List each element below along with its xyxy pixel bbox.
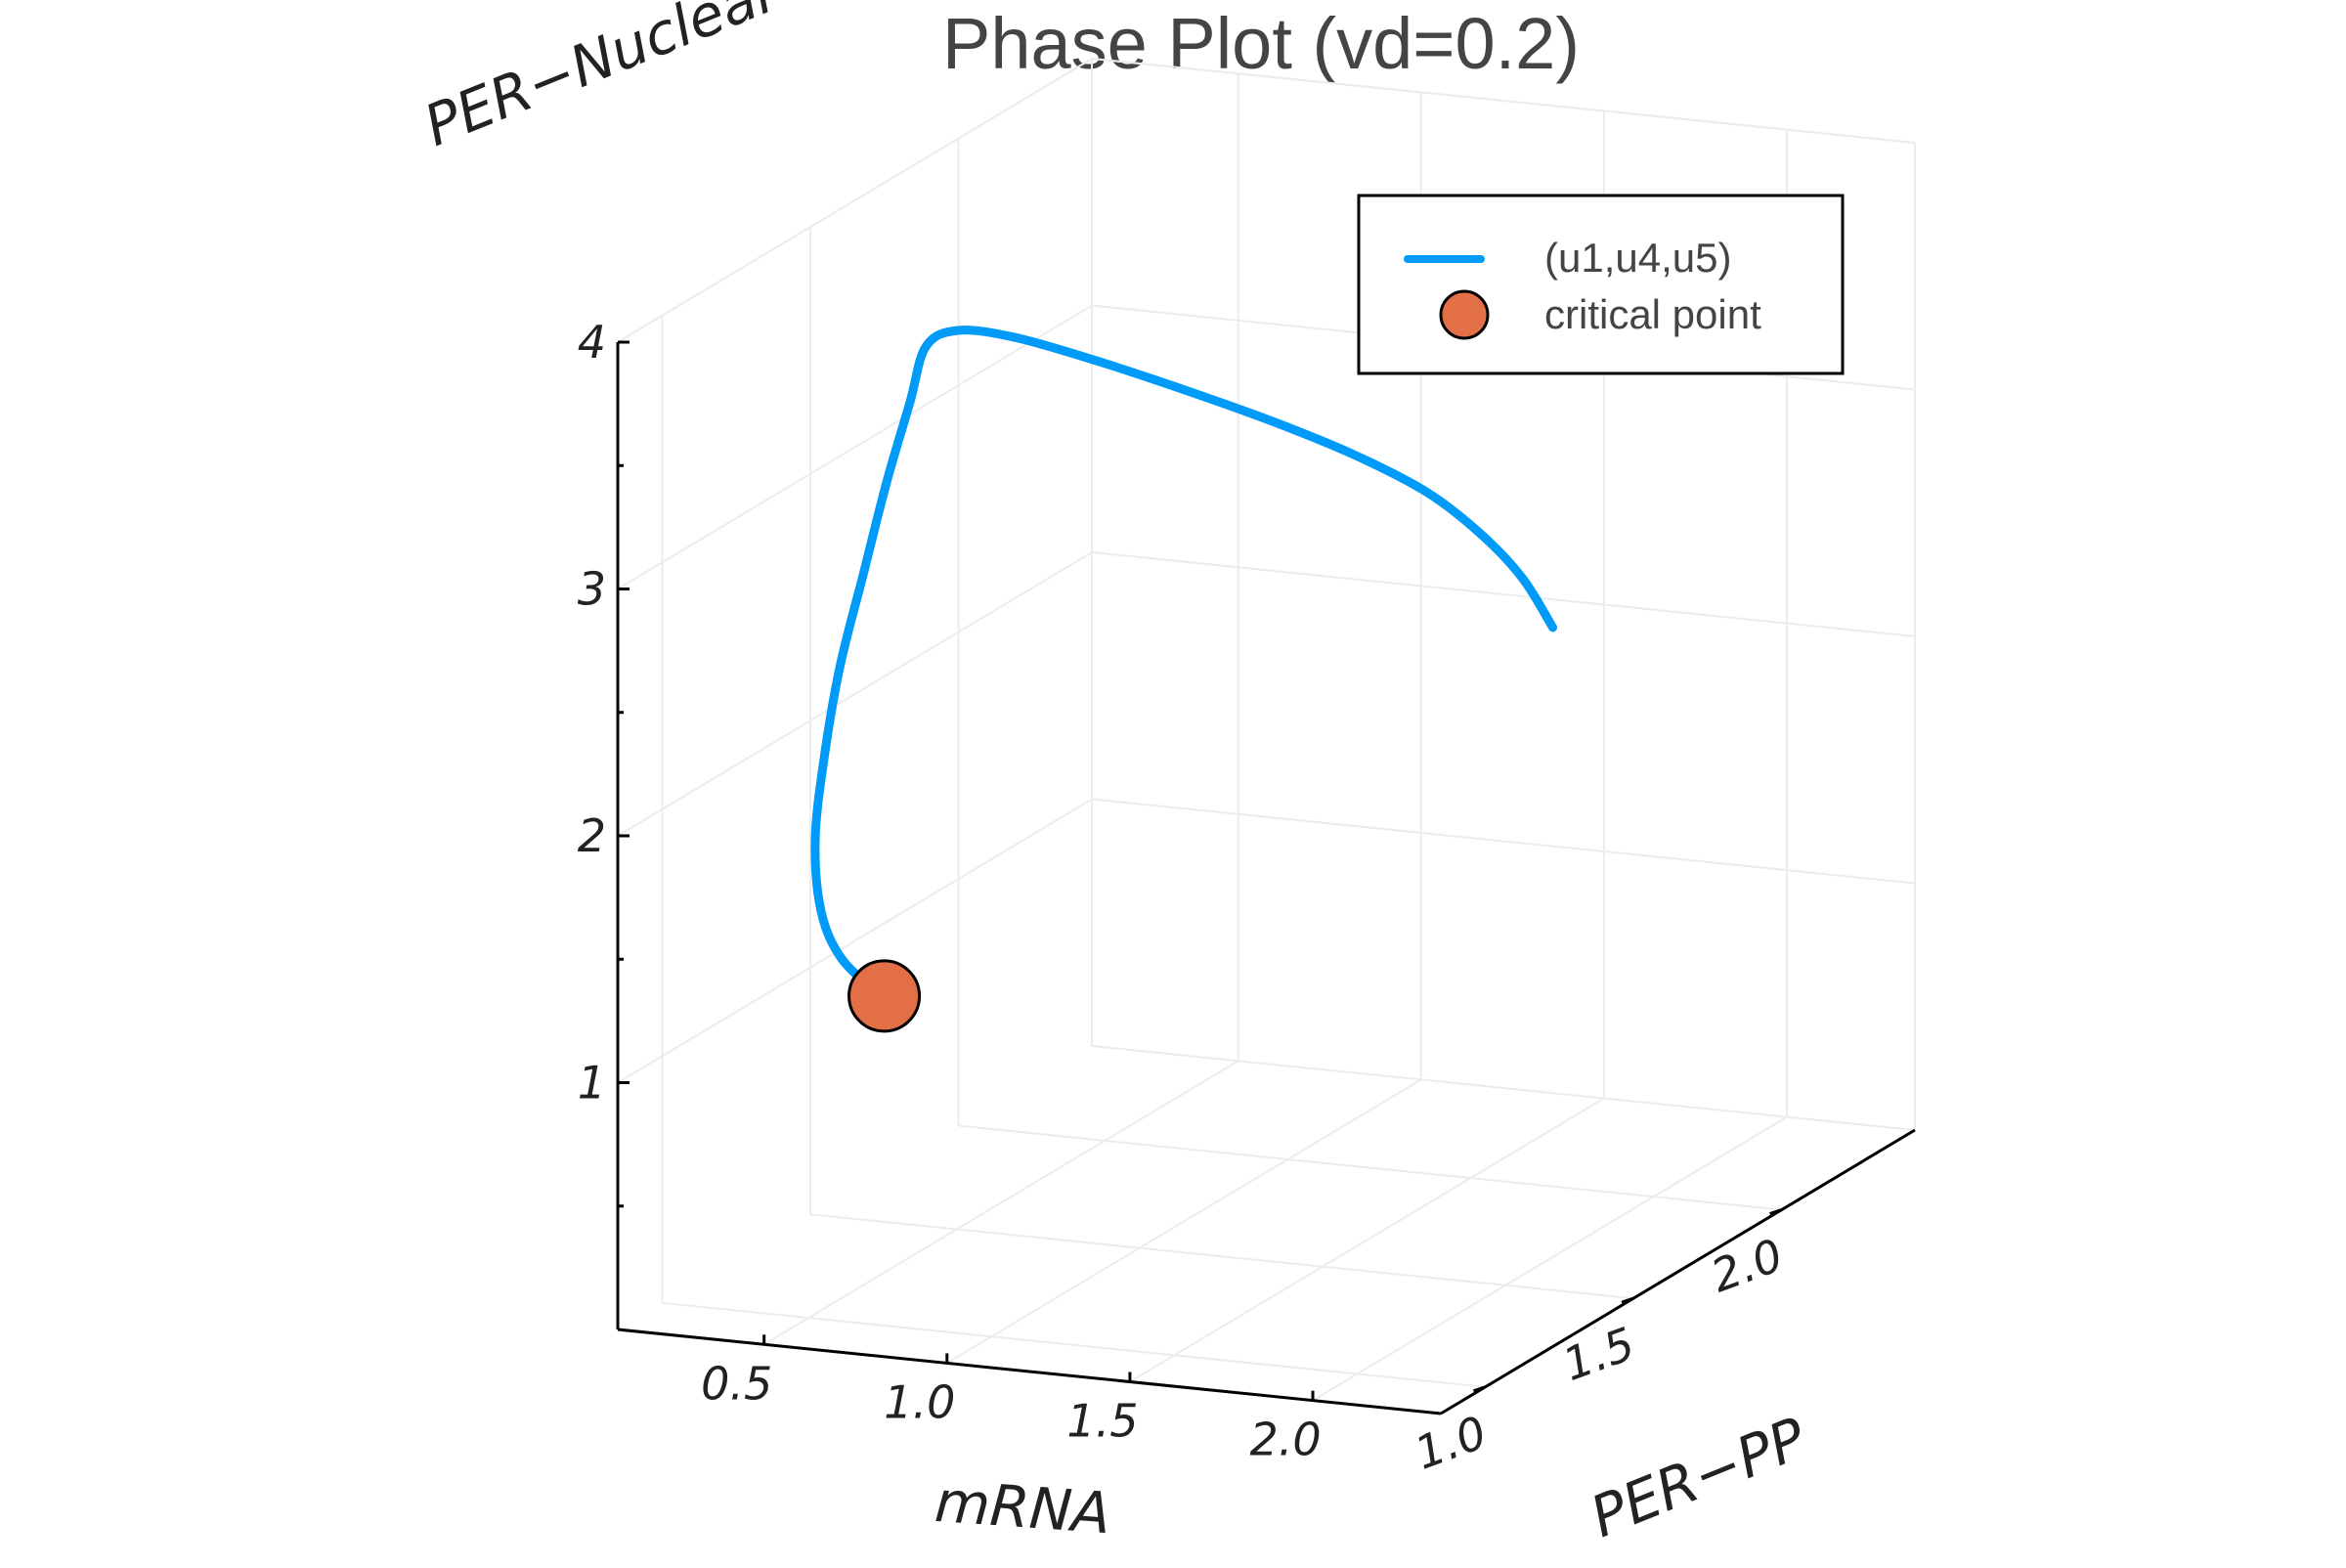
grid-line-z xyxy=(1091,551,1916,637)
y-tick-label: 1.0 xyxy=(1408,1406,1493,1480)
legend-box xyxy=(1357,194,1845,375)
grid-line-x xyxy=(1129,1097,1605,1383)
y-tick-label: 2.0 xyxy=(1705,1229,1790,1303)
critical-point-marker xyxy=(847,959,922,1033)
grid-edge xyxy=(1091,1045,1916,1131)
grid-line-z xyxy=(1091,58,1916,144)
z-tick-label: 3 xyxy=(578,563,606,616)
x-tick-label: 2.0 xyxy=(1249,1414,1321,1466)
grid-line-y xyxy=(958,1124,1782,1211)
grid-line-x xyxy=(763,1060,1239,1346)
axes-layer: 0.5 1.0 1.5 2.0 1.0 1.5 2.0 1 2 3 4 xyxy=(578,316,1916,1480)
grid-line-z xyxy=(617,551,1093,837)
grid-line-z xyxy=(617,304,1093,590)
grid-layer xyxy=(617,58,1916,1402)
y-tick-label: 1.5 xyxy=(1556,1317,1641,1391)
grid-line-z xyxy=(617,58,1093,343)
grid-line-x xyxy=(946,1078,1422,1365)
grid-line-z xyxy=(1091,798,1916,885)
z-tick-label: 2 xyxy=(578,809,606,862)
legend: (u1,u4,u5) critical point xyxy=(1357,194,1845,375)
z-tick-label: 1 xyxy=(578,1057,606,1110)
trajectory-line xyxy=(810,326,1558,1000)
y-axis-line xyxy=(1440,1128,1916,1416)
x-tick-label: 1.0 xyxy=(884,1375,955,1428)
x-tick-label: 0.5 xyxy=(701,1357,772,1410)
y-axis-label: PER−PP xyxy=(1582,1405,1815,1550)
grid-line-z xyxy=(617,798,1093,1084)
y-tick xyxy=(1472,1385,1486,1393)
z-tick-label: 4 xyxy=(578,316,606,369)
x-tick-label: 1.5 xyxy=(1066,1395,1138,1448)
grid-line-y xyxy=(809,1213,1634,1300)
chart-title: Phase Plot (vd=0.2) xyxy=(942,3,1580,84)
z-axis-label: PER−Nuclear xyxy=(415,0,791,159)
x-axis-line xyxy=(617,1328,1442,1416)
grid-line-x xyxy=(1312,1115,1788,1402)
data-layer xyxy=(810,326,1558,1033)
x-axis-label: mRNA xyxy=(933,1468,1112,1546)
legend-marker-swatch xyxy=(1439,289,1490,340)
grid-line-y xyxy=(662,1301,1486,1388)
legend-series-label: (u1,u4,u5) xyxy=(1544,235,1731,281)
y-tick xyxy=(1769,1208,1783,1215)
legend-critical-label: critical point xyxy=(1544,291,1761,337)
y-tick xyxy=(1621,1296,1634,1304)
